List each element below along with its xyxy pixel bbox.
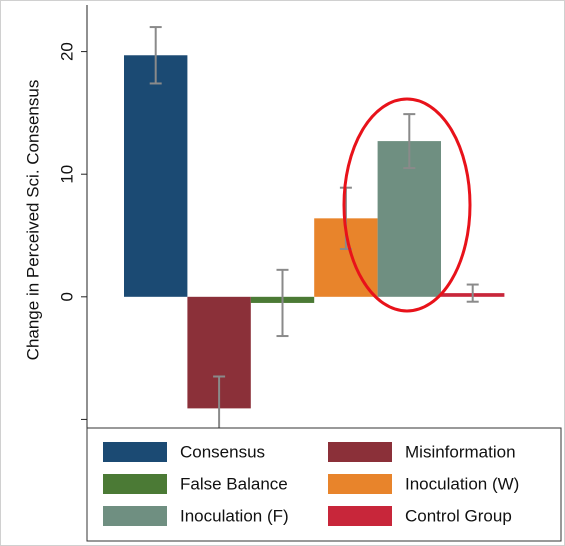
legend-swatch	[103, 442, 167, 462]
legend-label: Misinformation	[405, 442, 516, 461]
y-tick-label: 20	[57, 42, 76, 61]
y-tick-label: 0	[57, 292, 76, 301]
legend-label: Control Group	[405, 506, 512, 525]
error-bar	[276, 268, 289, 338]
legend-swatch	[328, 442, 392, 462]
error-bar	[403, 113, 416, 170]
legend-swatch	[103, 506, 167, 526]
legend-label: Inoculation (F)	[180, 506, 289, 525]
error-bar	[466, 283, 479, 303]
error-bar	[213, 375, 226, 428]
legend: Consensus Misinformation False Balance Inoc…	[103, 442, 519, 526]
highlight-ellipse	[342, 97, 472, 313]
bar	[124, 55, 188, 297]
y-tick-label: 10	[57, 165, 76, 184]
y-axis-label: Change in Perceived Sci. Consensus	[23, 80, 42, 361]
legend-swatch	[328, 506, 392, 526]
legend-swatch	[103, 474, 167, 494]
legend-label: False Balance	[180, 474, 288, 493]
legend-label: Inoculation (W)	[405, 474, 519, 493]
legend-label: Consensus	[180, 442, 265, 461]
error-bar	[149, 26, 162, 85]
legend-swatch	[328, 474, 392, 494]
y-axis: -1001020	[57, 5, 88, 428]
plot-area	[124, 26, 505, 428]
